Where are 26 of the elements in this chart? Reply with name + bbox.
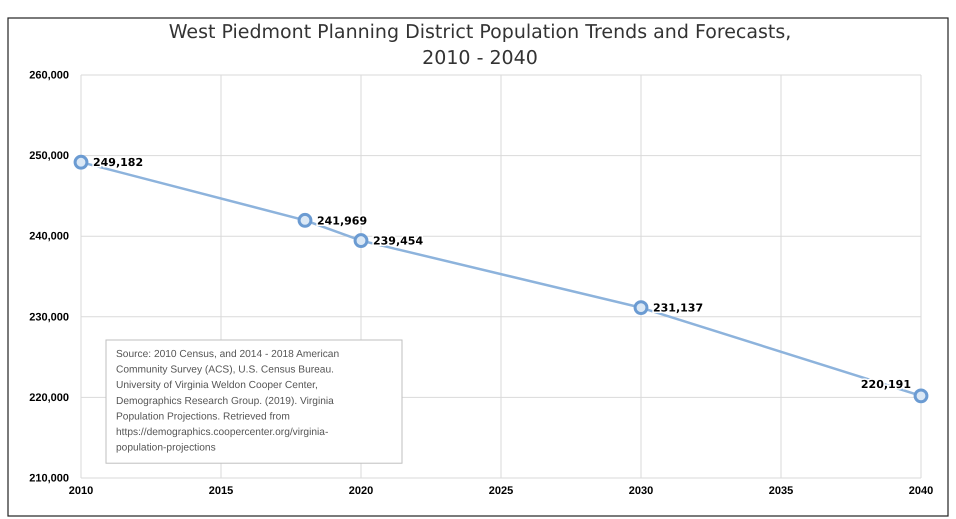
point: [634, 300, 648, 316]
data-label: 220,191: [860, 378, 911, 391]
data-label: 239,454: [373, 234, 424, 248]
y-tick-label: 210,000: [29, 472, 69, 485]
point: [914, 388, 928, 404]
data-label: 231,137: [653, 302, 704, 315]
y-tick-label: 240,000: [29, 230, 69, 243]
x-tick-label: 2035: [768, 484, 794, 497]
x-tick-label: 2040: [908, 484, 934, 497]
point: [354, 233, 368, 248]
y-tick-label: 230,000: [29, 311, 69, 324]
y-tick-label: 260,000: [29, 70, 69, 82]
x-tick-label: 2030: [628, 484, 654, 497]
note-box: Source: 2010 Census, and 2014 - 2018 American Community Survey (ACS), U.S. Census Bureau. University of Virginia Weldon Cooper Center, Demographics Research Group. (2019). Virginia Population Projections. Retrieved from https://demographics.coopercenter.org/virginia- population-projections: [106, 340, 402, 464]
x-tick-label: 2015: [208, 484, 234, 497]
point: [74, 154, 88, 170]
x-tick-label: 2025: [488, 484, 514, 497]
chart-title: West Piedmont Planning District Population Trends and Forecasts, 2010 - 2040: [168, 21, 792, 69]
data-label: 249,182: [93, 156, 144, 170]
point: [298, 212, 312, 228]
x-tick-label: 2010: [68, 484, 94, 497]
annotation: Source: 2010 Census, and 2014 - 2018 American Community Survey (ACS), U.S. Census Bureau. University of Virginia Weldon Cooper Center, Demographics Research Group. (2019). Virginia Population Projections. Retrieved from https://demographics.coopercenter.org/virginia- population-projections: [116, 349, 340, 454]
y-tick-label: 220,000: [29, 392, 69, 404]
y-tick-label: 250,000: [29, 150, 69, 162]
x-tick-label: 2020: [348, 484, 374, 497]
data-label: 241,969: [317, 214, 368, 228]
